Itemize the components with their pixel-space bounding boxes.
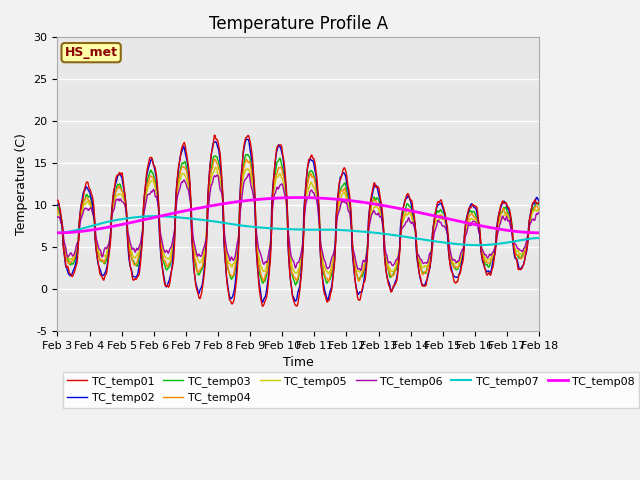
TC_temp06 bbox=[241, 178, 248, 183]
TC_temp07 bbox=[199, 217, 207, 223]
TC_temp07 bbox=[241, 223, 249, 229]
TC_temp04 bbox=[241, 160, 249, 166]
TC_temp06 bbox=[54, 214, 61, 220]
TC_temp02 bbox=[223, 273, 230, 278]
TC_temp07 bbox=[223, 220, 231, 226]
TC_temp02 bbox=[349, 254, 356, 260]
TC_temp08 bbox=[535, 230, 543, 236]
TC_temp03 bbox=[535, 203, 543, 208]
TC_temp07 bbox=[54, 230, 61, 236]
TC_temp06 bbox=[348, 231, 356, 237]
TC_temp05 bbox=[110, 201, 118, 206]
TC_temp02 bbox=[376, 195, 383, 201]
TC_temp08 bbox=[375, 202, 383, 208]
TC_temp04 bbox=[54, 207, 61, 213]
TC_temp01 bbox=[223, 280, 231, 286]
TC_temp07 bbox=[473, 242, 481, 248]
TC_temp05 bbox=[376, 210, 383, 216]
TC_temp06 bbox=[198, 249, 206, 255]
TC_temp03 bbox=[376, 200, 383, 206]
TC_temp01 bbox=[349, 249, 356, 255]
TC_temp06 bbox=[110, 207, 118, 213]
TC_temp05 bbox=[324, 271, 332, 276]
TC_temp06 bbox=[357, 267, 365, 273]
Line: TC_temp05: TC_temp05 bbox=[58, 167, 539, 274]
TC_temp04 bbox=[325, 278, 333, 284]
Line: TC_temp01: TC_temp01 bbox=[58, 135, 539, 306]
TC_temp01 bbox=[376, 191, 383, 197]
TC_temp08 bbox=[110, 223, 118, 229]
TC_temp05 bbox=[212, 164, 220, 170]
TC_temp03 bbox=[349, 246, 356, 252]
Line: TC_temp07: TC_temp07 bbox=[58, 216, 539, 245]
TC_temp02 bbox=[241, 143, 248, 148]
TC_temp08 bbox=[241, 198, 248, 204]
TC_temp06 bbox=[245, 171, 253, 177]
Legend: TC_temp01, TC_temp02, TC_temp03, TC_temp04, TC_temp05, TC_temp06, TC_temp07, TC_: TC_temp01, TC_temp02, TC_temp03, TC_temp… bbox=[63, 372, 639, 408]
TC_temp01 bbox=[211, 132, 218, 138]
TC_temp04 bbox=[198, 263, 206, 269]
TC_temp04 bbox=[349, 247, 356, 253]
TC_temp04 bbox=[110, 198, 118, 204]
Title: Temperature Profile A: Temperature Profile A bbox=[209, 15, 388, 33]
TC_temp05 bbox=[54, 212, 61, 217]
TC_temp05 bbox=[349, 244, 356, 250]
TC_temp04 bbox=[211, 156, 218, 162]
TC_temp03 bbox=[110, 196, 118, 202]
TC_temp03 bbox=[198, 265, 206, 271]
TC_temp08 bbox=[348, 198, 356, 204]
TC_temp02 bbox=[243, 136, 251, 142]
TC_temp01 bbox=[198, 285, 206, 290]
TC_temp03 bbox=[243, 152, 251, 157]
TC_temp07 bbox=[535, 235, 543, 241]
TC_temp06 bbox=[535, 209, 543, 215]
TC_temp07 bbox=[152, 213, 159, 219]
Line: TC_temp04: TC_temp04 bbox=[58, 159, 539, 281]
TC_temp03 bbox=[292, 282, 300, 288]
TC_temp02 bbox=[259, 299, 267, 305]
TC_temp02 bbox=[110, 190, 118, 195]
TC_temp07 bbox=[110, 217, 118, 223]
TC_temp08 bbox=[54, 230, 61, 236]
Text: HS_met: HS_met bbox=[65, 46, 118, 59]
TC_temp05 bbox=[223, 252, 231, 258]
TC_temp05 bbox=[198, 255, 206, 261]
TC_temp01 bbox=[54, 197, 61, 203]
TC_temp08 bbox=[223, 201, 230, 206]
TC_temp04 bbox=[376, 204, 383, 210]
TC_temp03 bbox=[223, 257, 230, 263]
TC_temp04 bbox=[535, 207, 543, 213]
TC_temp05 bbox=[535, 208, 543, 214]
TC_temp07 bbox=[375, 230, 383, 236]
TC_temp06 bbox=[376, 214, 383, 220]
TC_temp07 bbox=[348, 228, 356, 234]
TC_temp01 bbox=[259, 303, 267, 309]
TC_temp04 bbox=[223, 259, 231, 264]
TC_temp01 bbox=[535, 199, 543, 204]
Line: TC_temp02: TC_temp02 bbox=[58, 139, 539, 302]
Line: TC_temp03: TC_temp03 bbox=[58, 155, 539, 285]
TC_temp02 bbox=[54, 203, 61, 208]
TC_temp02 bbox=[198, 280, 206, 286]
Y-axis label: Temperature (C): Temperature (C) bbox=[15, 133, 28, 235]
TC_temp02 bbox=[535, 198, 543, 204]
X-axis label: Time: Time bbox=[283, 356, 314, 369]
TC_temp03 bbox=[241, 157, 248, 163]
Line: TC_temp08: TC_temp08 bbox=[58, 198, 539, 233]
TC_temp06 bbox=[223, 245, 230, 251]
Line: TC_temp06: TC_temp06 bbox=[58, 174, 539, 270]
TC_temp01 bbox=[110, 187, 118, 192]
TC_temp08 bbox=[198, 204, 206, 210]
TC_temp05 bbox=[241, 168, 249, 173]
TC_temp01 bbox=[241, 136, 249, 142]
TC_temp08 bbox=[295, 195, 303, 201]
TC_temp03 bbox=[54, 204, 61, 210]
